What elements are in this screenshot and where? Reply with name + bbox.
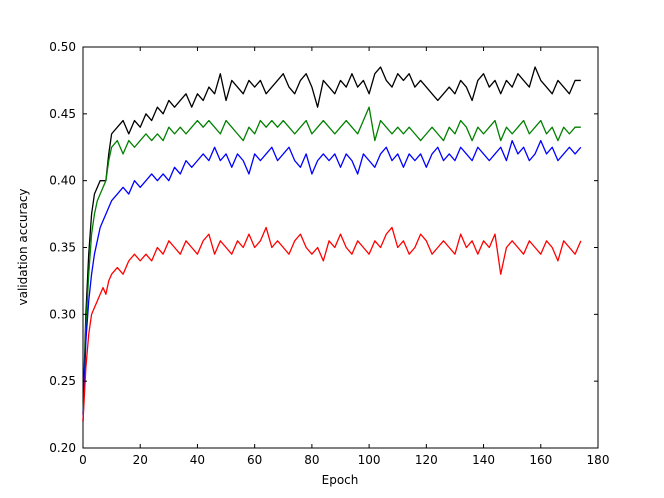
y-tick-label: 0.25 — [49, 374, 76, 388]
series-group — [82, 66, 582, 422]
x-tick-label: 140 — [472, 453, 495, 467]
y-tick-label: 0.45 — [49, 107, 76, 121]
x-tick-label: 120 — [415, 453, 438, 467]
x-tick-label: 60 — [247, 453, 262, 467]
y-axis-label: validation accuracy — [16, 188, 30, 305]
x-tick-label: 160 — [529, 453, 552, 467]
y-tick-label: 0.30 — [49, 307, 76, 321]
x-tick-label: 80 — [304, 453, 319, 467]
y-tick-label: 0.50 — [49, 40, 76, 54]
y-tick-label: 0.20 — [49, 441, 76, 455]
x-tick-label: 20 — [133, 453, 148, 467]
series-green-line — [82, 106, 581, 422]
plot-border — [82, 46, 599, 449]
y-tick-label: 0.35 — [49, 241, 76, 255]
x-tick-label: 0 — [79, 453, 87, 467]
series-blue-line — [82, 139, 582, 422]
ticks-group: 0 20 40 60 80 100 120 140 160 180 0.20 0.25 0.30 0.35… — [49, 40, 609, 467]
x-tick-label: 40 — [190, 453, 205, 467]
x-axis-label: Epoch — [322, 473, 359, 487]
series-black-line — [82, 66, 581, 415]
x-tick-label: 100 — [358, 453, 381, 467]
y-tick-label: 0.40 — [49, 174, 76, 188]
x-tick-label: 180 — [587, 453, 610, 467]
series-red-line — [82, 226, 582, 422]
